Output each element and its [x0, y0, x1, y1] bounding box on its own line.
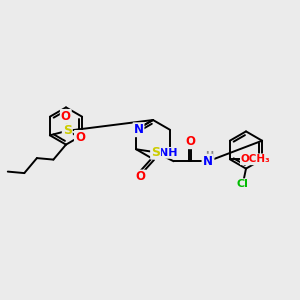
- Text: O: O: [185, 135, 195, 148]
- Text: H: H: [206, 151, 214, 161]
- Text: Cl: Cl: [236, 179, 248, 189]
- Text: OCH₃: OCH₃: [241, 154, 271, 164]
- Text: S: S: [63, 124, 72, 137]
- Text: O: O: [135, 170, 145, 184]
- Text: S: S: [151, 146, 160, 159]
- Text: O: O: [75, 131, 85, 144]
- Text: N: N: [202, 155, 212, 168]
- Text: O: O: [61, 110, 71, 123]
- Text: NH: NH: [159, 148, 178, 158]
- Text: N: N: [134, 123, 143, 136]
